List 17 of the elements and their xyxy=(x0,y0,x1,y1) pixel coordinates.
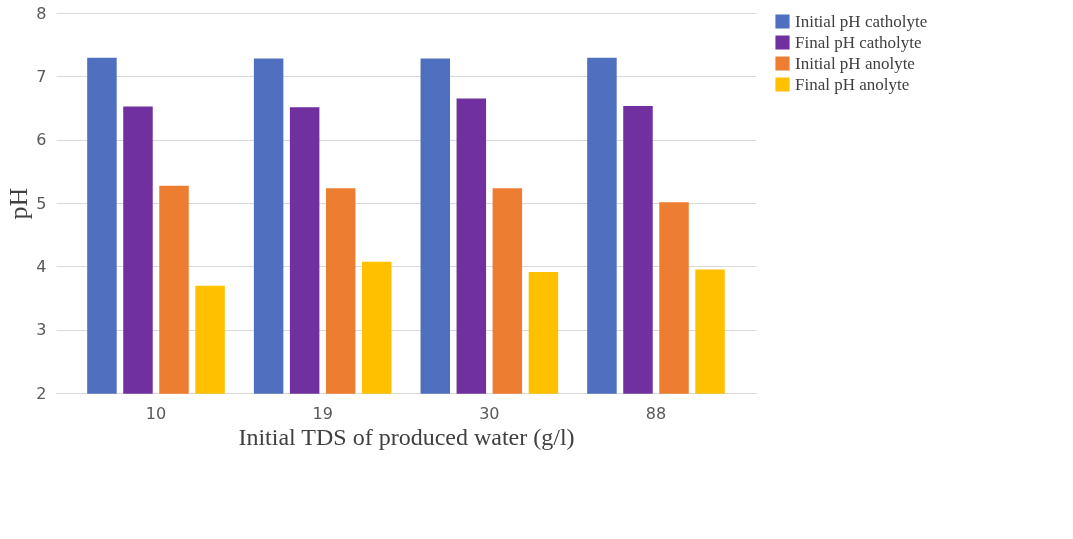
x-tick-label: 10 xyxy=(145,403,167,423)
y-tick-label: 7 xyxy=(36,66,47,86)
legend-label: Initial pH catholyte xyxy=(795,11,928,31)
y-tick-label: 5 xyxy=(36,193,47,213)
x-tick-label: 19 xyxy=(312,403,333,423)
x-axis-title: Initial TDS of produced water (g/l) xyxy=(238,423,575,450)
legend-label: Final pH catholyte xyxy=(795,32,922,52)
y-tick-label: 4 xyxy=(36,256,47,276)
x-tick-label: 88 xyxy=(645,403,667,423)
legend-label: Final pH anolyte xyxy=(795,74,910,94)
y-tick-label: 6 xyxy=(36,130,47,150)
y-tick-label: 2 xyxy=(36,383,47,403)
legend-label: Initial pH anolyte xyxy=(795,53,915,73)
x-tick-label: 30 xyxy=(479,403,500,423)
y-axis-title: pH xyxy=(4,187,34,220)
y-tick-label: 8 xyxy=(36,3,47,23)
y-tick-label: 3 xyxy=(36,320,47,340)
